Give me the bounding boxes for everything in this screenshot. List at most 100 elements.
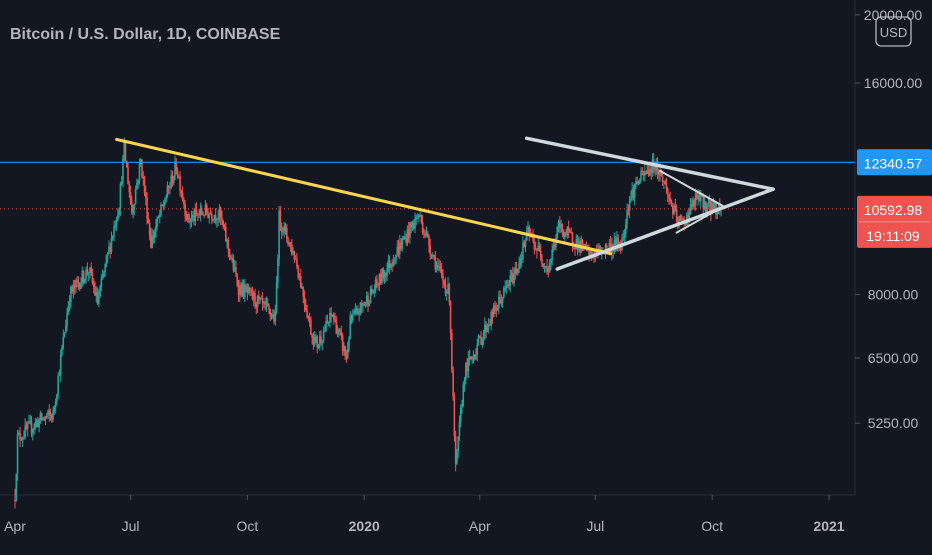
time-tick-label: Jul [122,518,140,534]
candle-body [62,336,65,348]
candle-body [339,329,341,333]
candle-body [359,302,362,314]
candle-body [622,237,625,239]
candle-body [91,272,94,283]
candle-body [689,204,692,213]
candle-body [419,214,421,216]
candle-body [605,245,608,249]
candle-body [99,287,101,297]
candle-body [134,189,137,204]
candle-body [355,308,358,310]
candle-body [499,296,501,300]
candle-body [660,170,663,177]
candle-body [476,345,479,355]
candle-body [158,214,161,217]
candle-body [251,290,254,300]
candle-body [445,291,448,294]
candle-body [509,275,512,286]
candle-body [161,204,164,206]
candle-body [545,266,547,268]
candle-body [45,415,48,417]
candle-body [90,267,92,273]
candle-body [103,272,105,277]
currency-badge[interactable]: USD [875,16,912,47]
candle-body [180,191,183,194]
candle-body [245,285,247,290]
candle-body [269,309,272,315]
candle-body [449,301,452,333]
triangle-upper[interactable] [525,136,775,191]
candle-body [33,427,35,430]
candle-body [211,214,213,220]
candle-body [252,293,255,300]
candle-body [401,238,404,249]
candle-body [205,204,208,213]
candle-body [225,226,227,242]
candle-body [694,193,697,206]
candle-body [254,293,256,304]
candle-body [397,246,400,255]
candle-body [178,176,180,178]
candle-body [351,314,354,321]
candle-body [265,303,268,305]
candle-body [287,238,289,245]
candle-body [503,287,505,298]
candle-body [691,204,693,207]
candle-body [236,275,239,286]
candle-body [514,268,517,274]
candle-body [654,169,656,171]
candle-body [452,369,454,397]
small-triangle-upper[interactable] [659,169,725,208]
candle-body [547,269,550,273]
triangle-lower[interactable] [555,187,775,271]
symbol-title: Bitcoin / U.S. Dollar, 1D, COINBASE [10,26,281,43]
candle-body [637,183,640,185]
candle-body [111,235,114,239]
candle-body [279,210,282,226]
candle-body [301,287,303,289]
small-triangle-lower[interactable] [675,205,725,234]
candle-body [40,413,43,420]
last-price-label: 10592.98 [864,202,923,218]
candle-body [132,208,134,214]
candle-body [386,268,388,276]
candle-body [312,338,315,346]
candle-body [395,254,397,262]
candle-body [125,160,128,168]
candle-body [292,250,294,254]
time-tick-label: Jul [586,518,604,534]
candle-body [247,287,250,294]
candle-body [617,237,619,247]
candle-body [122,157,124,184]
candle-body [118,209,120,216]
candle-body [199,208,202,215]
candle-body [396,246,399,255]
candle-body [307,317,310,319]
candle-body [693,200,696,206]
candle-body [343,345,345,351]
candle-body [421,222,424,233]
candle-body [673,205,675,214]
candle-body [688,212,691,220]
descending-trendline[interactable] [115,137,613,256]
candle-body [431,255,434,257]
candle-body [519,258,522,264]
candle-body [162,204,165,206]
candle-body [367,295,369,306]
candle-body [124,141,127,161]
candle-body [482,332,485,339]
candle-body [390,263,392,268]
candle-body [638,179,641,184]
candle-body [59,354,62,375]
candle-body [193,214,195,221]
candle-body [462,384,465,407]
candle-body [263,301,265,304]
time-tick-label: 2021 [813,518,844,534]
candle-body [133,203,136,209]
candle-body [268,305,270,310]
candle-body [325,320,327,332]
candle-body [48,410,51,415]
candle-body [256,295,259,308]
